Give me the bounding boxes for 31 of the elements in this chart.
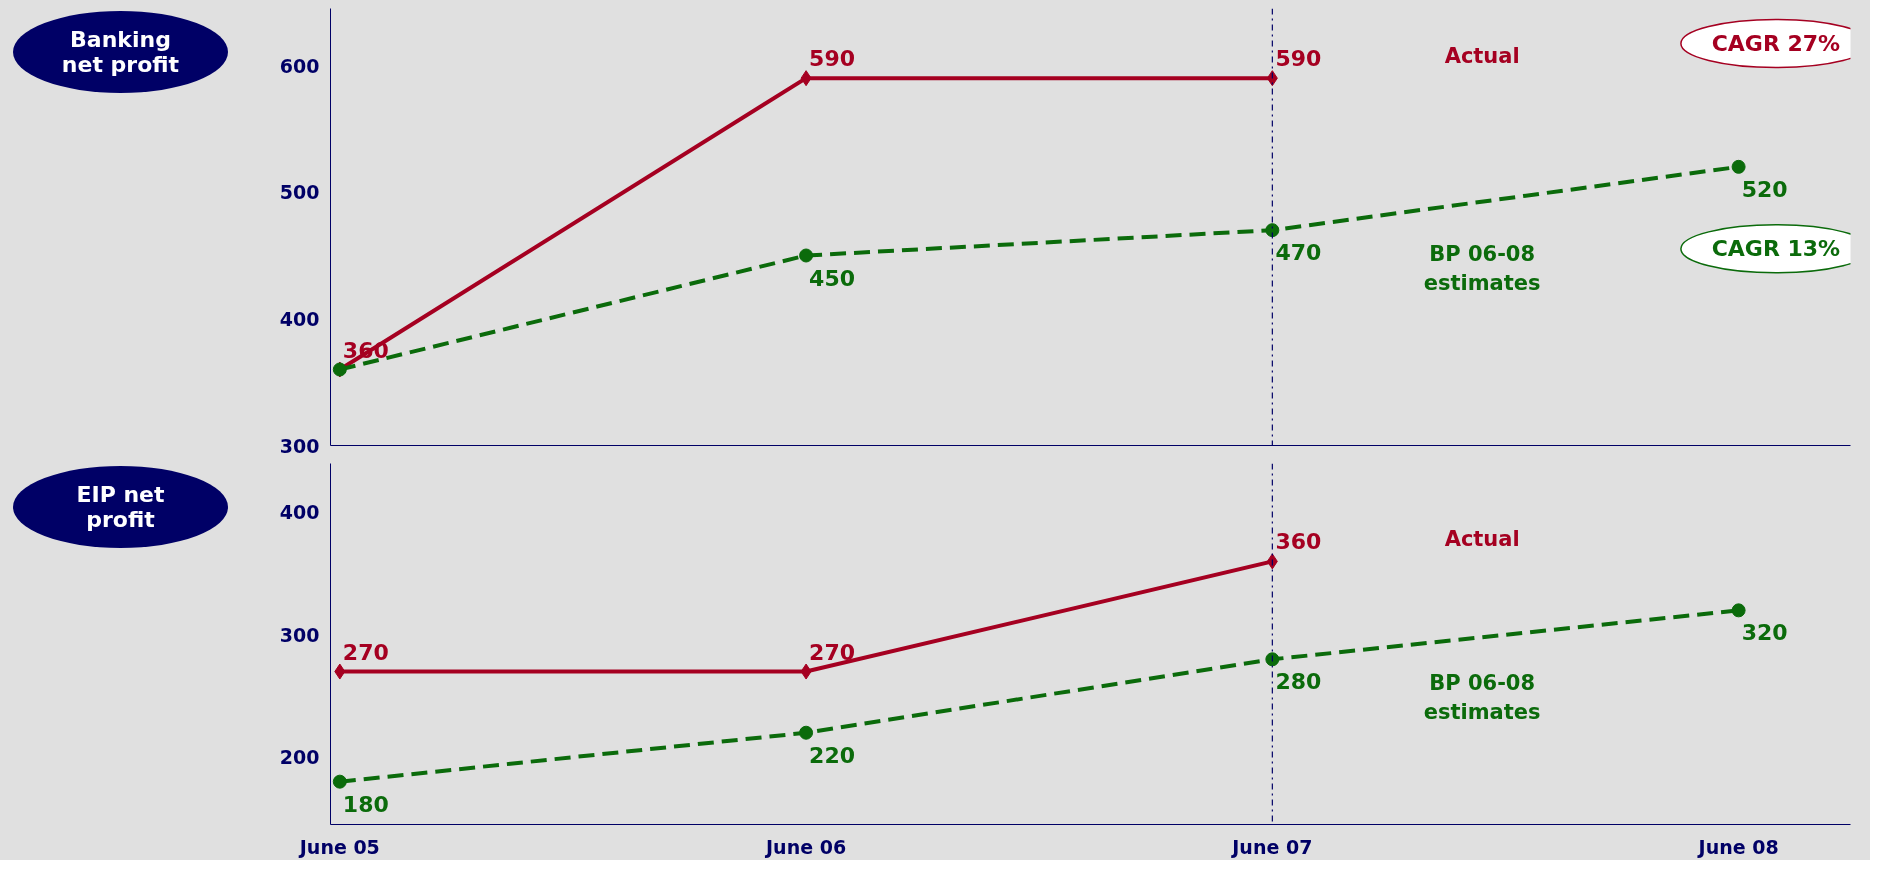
x-tick-label: June 06 [764, 835, 847, 858]
x-tick-label: June 07 [1230, 835, 1313, 858]
data-label: 520 [1741, 176, 1788, 202]
x-tick-label: June 08 [1696, 835, 1779, 858]
y-tick-label: 400 [279, 501, 320, 524]
y-tick-label: 200 [279, 746, 320, 769]
text: Actual [1444, 527, 1520, 552]
y-tick-label: 500 [279, 181, 320, 204]
data-label: 450 [809, 265, 856, 291]
y-tick-label: 300 [279, 623, 320, 646]
annotation: CAGR 13% [1711, 236, 1841, 262]
data-label: 590 [809, 46, 856, 72]
data-label: 270 [342, 639, 389, 665]
series-label: BP 06-08 estimates [1423, 671, 1541, 725]
x-tick-label: June 05 [297, 835, 380, 858]
text: Banking net profit [13, 11, 228, 93]
text: Actual [1444, 44, 1520, 69]
y-tick-label: 300 [279, 434, 320, 457]
data-label: 360 [1275, 529, 1322, 555]
y-tick-label: 600 [279, 54, 320, 77]
data-label: 320 [1741, 620, 1788, 646]
data-label: 180 [342, 791, 389, 817]
data-label: 220 [809, 742, 856, 768]
data-label: 280 [1275, 669, 1322, 695]
data-label: 270 [809, 639, 856, 665]
series-label: BP 06-08 estimates [1423, 242, 1541, 295]
data-label: 470 [1275, 240, 1322, 266]
annotation: CAGR 27% [1711, 30, 1841, 56]
y-tick-label: 400 [279, 307, 320, 330]
text: EIP net profit [13, 466, 228, 548]
data-label: 590 [1275, 46, 1322, 72]
